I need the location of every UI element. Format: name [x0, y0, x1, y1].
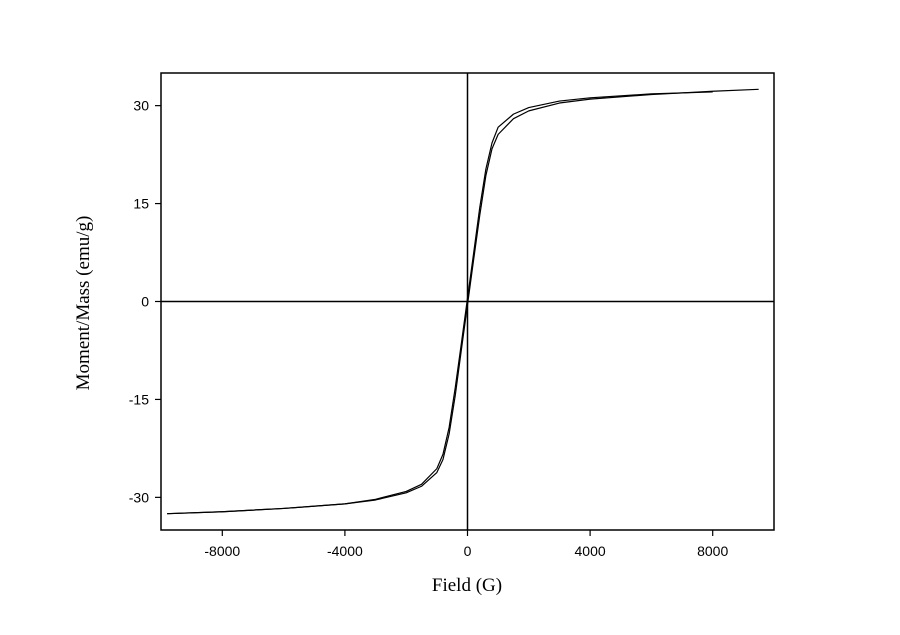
- y-tick-label: 30: [133, 98, 149, 114]
- y-axis-label: Moment/Mass (emu/g): [73, 216, 94, 391]
- x-axis-label: Field (G): [432, 575, 502, 596]
- curve: [167, 88, 759, 515]
- x-tick-label: 8000: [697, 543, 728, 559]
- x-tick-label: -8000: [204, 543, 240, 559]
- x-tick-label: -4000: [327, 543, 363, 559]
- y-tick-label: 0: [141, 294, 149, 310]
- x-tick-label: 4000: [575, 543, 606, 559]
- y-tick-label: -30: [129, 489, 149, 505]
- x-tick-label: 0: [464, 543, 472, 559]
- y-tick-label: 15: [133, 196, 149, 212]
- y-tick-label: -15: [129, 391, 149, 407]
